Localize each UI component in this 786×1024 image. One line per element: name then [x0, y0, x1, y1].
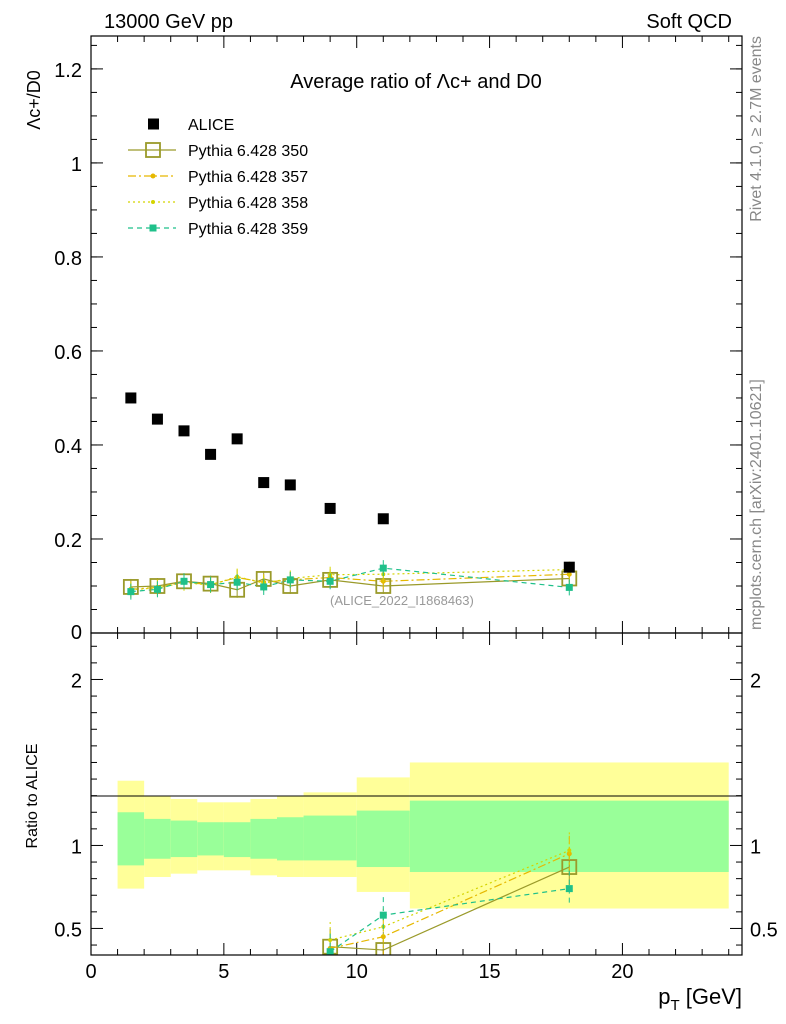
uncertainty-band-inner [144, 818, 171, 859]
ratio-point [380, 934, 386, 940]
legend-label: Pythia 6.428 358 [188, 195, 308, 212]
main-y-tick-label: 0 [71, 622, 82, 644]
ratio-point [328, 938, 333, 943]
ratio-series-group [322, 832, 578, 955]
main-y-tick-label: 1.2 [54, 60, 82, 82]
legend: ALICE Pythia 6.428 350 Pythia 6.428 357 Pyt… [128, 117, 308, 238]
ratio-point [565, 885, 573, 893]
alice-point [125, 392, 137, 404]
main-chart-title: Average ratio of Λc+ and D0 [290, 71, 541, 93]
x-tick-label: 10 [346, 961, 368, 983]
uncertainty-band-inner [277, 817, 304, 861]
x-tick-label: 15 [478, 961, 500, 983]
data-point [286, 576, 294, 584]
side-label-top: Rivet 4.1.0, ≥ 2.7M events [748, 36, 765, 222]
ratio-panel: 0.5 0.51 12 20 5 10 15 20 Ratio to ALICE pT [Ge… [24, 632, 778, 1014]
legend-label: ALICE [188, 117, 234, 134]
alice-point [563, 561, 575, 573]
alice-point [231, 433, 243, 445]
uncertainty-band-inner [250, 818, 277, 859]
uncertainty-band-inner [117, 812, 145, 866]
data-point [207, 581, 215, 589]
analysis-label: (ALICE_2022_I1868463) [330, 593, 474, 608]
series-line-3 [130, 568, 570, 591]
ratio-y-tick-label: 0.5 [54, 919, 82, 941]
data-point [153, 585, 161, 593]
series-line-2 [130, 573, 570, 590]
x-tick-label: 0 [85, 961, 96, 983]
ratio-point [326, 948, 334, 955]
data-point [180, 577, 188, 585]
legend-label: Pythia 6.428 357 [188, 169, 308, 186]
ratio-y-tick-label: 1 [71, 836, 82, 858]
data-point [127, 588, 135, 596]
ratio-bands [117, 762, 729, 909]
uncertainty-band-inner [356, 810, 410, 868]
uncertainty-band-inner [170, 820, 198, 858]
main-panel: 0.20.40.60.811.20 (ALICE_2022_I1868463) … [24, 35, 743, 644]
alice-point [151, 413, 163, 425]
uncertainty-band-inner [223, 822, 251, 858]
main-panel-marks [122, 392, 578, 600]
ratio-panel-marks [322, 832, 578, 955]
data-point [379, 564, 387, 572]
header-left: 13000 GeV pp [104, 11, 233, 33]
main-y-tick-label: 0.6 [54, 342, 82, 364]
data-point [565, 583, 573, 591]
data-point [260, 583, 268, 591]
ratio-panel-ticks: 0.5 0.51 12 20 5 10 15 20 [54, 633, 778, 983]
data-point [233, 578, 241, 586]
main-y-tick-label: 0.4 [54, 436, 82, 458]
data-point [326, 577, 334, 585]
main-y-tick-label: 0.2 [54, 530, 82, 552]
ratio-panel-frame [90, 632, 743, 956]
legend-marker [150, 173, 156, 179]
legend-marker-alice [148, 118, 159, 130]
ratio-point [567, 848, 572, 853]
ratio-point [379, 911, 387, 919]
legend-marker [149, 224, 157, 232]
ratio-y-tick-label: 0.5 [750, 919, 778, 941]
alice-point [324, 502, 336, 514]
ratio-y-tick-label: 1 [750, 836, 761, 858]
x-tick-label: 20 [611, 961, 633, 983]
alice-point [205, 448, 217, 460]
legend-marker [145, 142, 161, 158]
alice-point [377, 513, 389, 525]
series-line-4 [130, 567, 570, 593]
x-axis-label: pT [GeV] [658, 984, 742, 1014]
side-label-bottom: mcplots.cern.ch [arXiv:2401.10621] [748, 379, 765, 630]
main-panel-ticks: 0.2 0.4 0.6 0.8 1 1.2 0 [54, 36, 742, 644]
x-tick-label: 5 [218, 961, 229, 983]
ratio-point [375, 942, 392, 955]
legend-marker [151, 200, 155, 204]
alice-point [284, 479, 296, 491]
legend-label: Pythia 6.428 350 [188, 143, 308, 160]
uncertainty-band-inner [197, 822, 224, 856]
main-y-tick-label: 1 [71, 154, 82, 176]
ratio-y-tick-label: 2 [750, 670, 761, 692]
legend-label: Pythia 6.428 359 [188, 221, 308, 238]
alice-point [178, 425, 190, 437]
main-y-axis-label: Λc+/D0 [24, 70, 44, 130]
header-right: Soft QCD [646, 11, 732, 33]
alice-point [258, 477, 270, 489]
ratio-y-axis-label: Ratio to ALICE [24, 744, 41, 849]
ratio-y-tick-label: 2 [71, 670, 82, 692]
main-y-tick-label: 0.8 [54, 248, 82, 270]
uncertainty-band-inner [303, 815, 357, 861]
